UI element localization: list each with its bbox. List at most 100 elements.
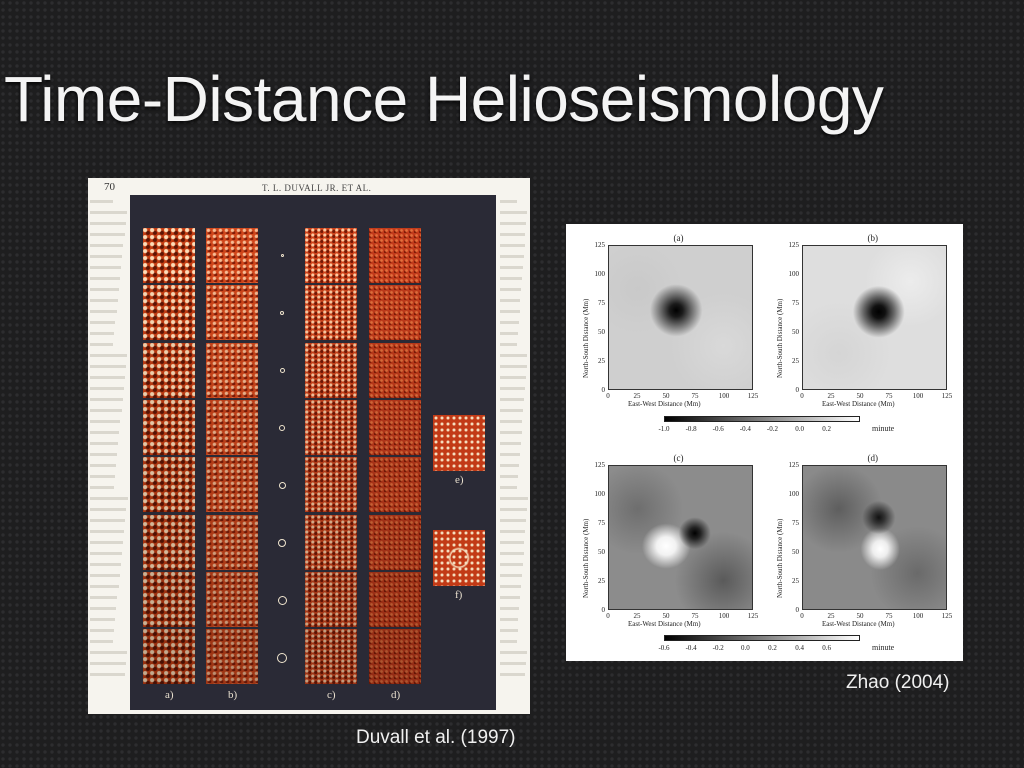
y-tick-label: 100: [594, 490, 606, 498]
x-tick-label: 75: [691, 612, 699, 620]
x-tick-label: 100: [718, 392, 730, 400]
x-tick-label: 125: [747, 392, 759, 400]
map-panel-d: [802, 465, 947, 610]
faint-text-line: [90, 662, 126, 665]
faint-text-line: [500, 431, 522, 434]
y-tick-label: 50: [792, 548, 799, 556]
faint-text-line: [90, 409, 122, 412]
y-tick-label: 0: [795, 606, 800, 614]
x-tick-label: 0: [606, 392, 610, 400]
faint-text-line: [90, 255, 123, 258]
x-tick-label: 0: [800, 392, 804, 400]
faint-text-line: [500, 453, 520, 456]
x-tick-label: 125: [941, 612, 953, 620]
faint-text-line: [90, 618, 116, 621]
faint-text-line: [500, 475, 519, 478]
faint-text-line: [500, 211, 528, 214]
x-tick-label: 50: [662, 612, 670, 620]
faint-text-line: [500, 266, 523, 269]
y-tick-label: 25: [598, 577, 605, 585]
faint-text-line: [90, 376, 125, 379]
faint-text-line: [90, 233, 125, 236]
panel-letter-c: (c): [673, 453, 684, 463]
x-axis-label: East-West Distance (Mm): [628, 620, 701, 628]
y-tick-label: 125: [594, 241, 606, 249]
slide-title: Time-Distance Helioseismology: [4, 63, 884, 135]
ring-marker: [277, 652, 287, 663]
y-tick-label: 75: [792, 299, 799, 307]
tile-col-d: [369, 285, 421, 341]
tile-col-a: [143, 514, 195, 570]
x-axis-label: East-West Distance (Mm): [822, 620, 895, 628]
y-tick-label: 125: [594, 461, 606, 469]
x-tick-label: 100: [912, 612, 924, 620]
panel-letter-a: (a): [673, 233, 684, 243]
colorbar-bottom-unit: minute: [872, 643, 895, 652]
faint-text-line: [90, 541, 124, 544]
faint-text-line: [500, 277, 523, 280]
x-tick-label: 100: [912, 392, 924, 400]
tile-col-a: [143, 629, 195, 685]
zhao-figure: (a) 125 100 75 50 25 0 0 25 50 75 100 125 North-South…: [566, 224, 963, 661]
faint-text-line: [500, 255, 524, 258]
faint-text-line: [90, 277, 121, 280]
faint-text-line: [90, 673, 125, 676]
y-tick-label: 25: [792, 577, 799, 585]
y-tick-label: 0: [795, 386, 800, 394]
faint-text-line: [90, 442, 119, 445]
ring-marker: [280, 310, 284, 315]
page-number: 70: [104, 181, 115, 193]
y-tick-label: 75: [792, 519, 799, 527]
faint-text-line: [500, 200, 517, 203]
colorbar-bottom-tick: 0.4: [795, 644, 804, 652]
faint-text-line: [90, 640, 113, 643]
y-tick-label: 50: [598, 328, 605, 336]
colorbar-top-tick: -0.2: [766, 425, 778, 433]
x-tick-label: 50: [856, 612, 864, 620]
faint-text-line: [500, 420, 523, 423]
faint-text-line: [90, 563, 121, 566]
colorbar-bottom-tick: -0.2: [712, 644, 724, 652]
faint-text-line: [500, 530, 526, 533]
column-label-b: b): [228, 689, 238, 701]
y-axis-label: North-South Distance (Mm): [582, 298, 590, 378]
faint-text-line: [90, 343, 114, 346]
y-axis-label: North-South Distance (Mm): [776, 298, 784, 378]
colorbar-bottom: [664, 635, 860, 641]
faint-text-line: [90, 453, 117, 456]
x-tick-label: 50: [856, 392, 864, 400]
ring-marker: [277, 595, 287, 605]
tile-col-b: [206, 342, 258, 398]
column-label-d: d): [391, 689, 401, 701]
faint-text-line: [500, 585, 521, 588]
faint-text-line: [90, 266, 122, 269]
ring-marker: [279, 367, 285, 373]
faint-text-line: [90, 497, 128, 500]
colorbar-top-unit: minute: [872, 424, 895, 433]
colorbar-bottom-tick: 0.2: [768, 644, 777, 652]
x-tick-label: 125: [747, 612, 759, 620]
faint-text-line: [90, 607, 117, 610]
duvall-figure: 70 T. L. DUVALL JR. ET AL. a) b) c) d) e) f): [88, 178, 530, 714]
tile-col-b: [206, 571, 258, 627]
faint-text-line: [500, 508, 527, 511]
ring-marker: [280, 253, 284, 257]
x-axis-label: East-West Distance (Mm): [628, 400, 701, 408]
faint-text-line: [90, 464, 116, 467]
faint-text-line: [500, 354, 528, 357]
faint-text-line: [500, 497, 528, 500]
tile-col-c: [305, 399, 357, 455]
faint-text-line: [500, 244, 525, 247]
y-tick-label: 125: [788, 241, 800, 249]
faint-text-line: [500, 442, 521, 445]
y-tick-label: 25: [792, 357, 799, 365]
tile-col-c: [305, 571, 357, 627]
faint-text-line: [500, 233, 526, 236]
faint-text-line: [500, 596, 521, 599]
tile-col-d: [369, 571, 421, 627]
tile-col-d: [369, 629, 421, 685]
tile-col-a: [143, 399, 195, 455]
faint-text-line: [90, 574, 120, 577]
faint-text-line: [90, 299, 118, 302]
faint-text-line: [90, 431, 120, 434]
